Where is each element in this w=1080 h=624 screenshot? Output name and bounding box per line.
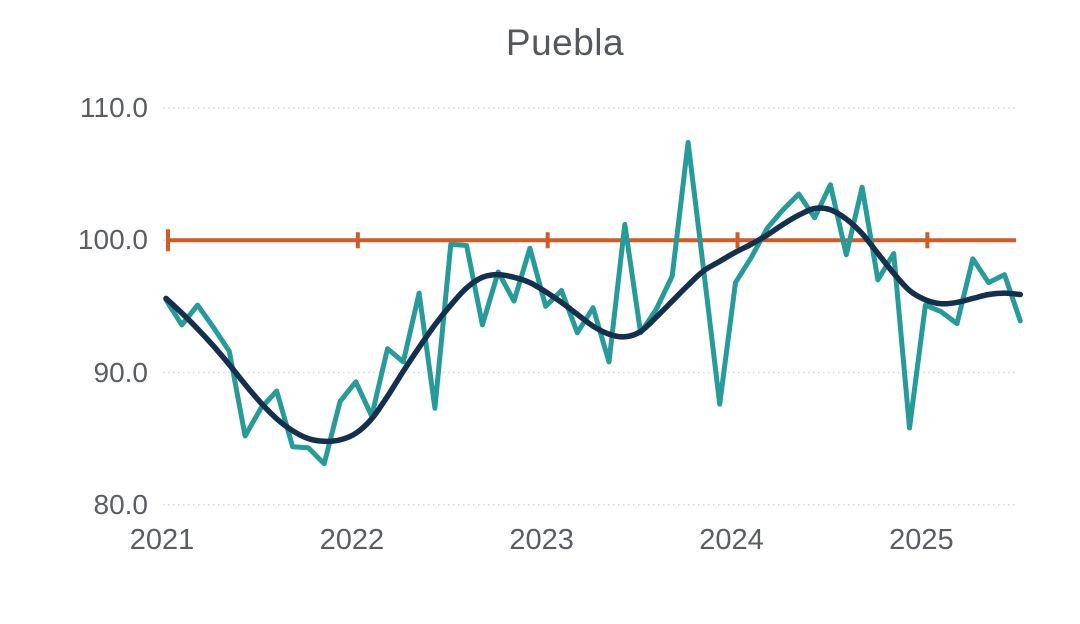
x-axis-tick-label: 2024 [699, 524, 764, 556]
x-axis-tick-label: 2021 [129, 524, 195, 556]
chart-title: Puebla [505, 22, 625, 63]
y-axis-tick-label: 80.0 [93, 488, 149, 520]
teal-series-line [163, 139, 1023, 467]
y-axis-tick-label: 100.0 [77, 224, 148, 256]
x-axis-tick-label: 2023 [509, 524, 574, 556]
x-axis-tick-label: 2025 [889, 524, 954, 556]
y-axis-tick-label: 110.0 [80, 92, 148, 123]
navy-trend-line [163, 205, 1024, 445]
y-axis-tick-label: 90.0 [93, 356, 149, 388]
x-axis-tick-label: 2022 [319, 524, 385, 556]
